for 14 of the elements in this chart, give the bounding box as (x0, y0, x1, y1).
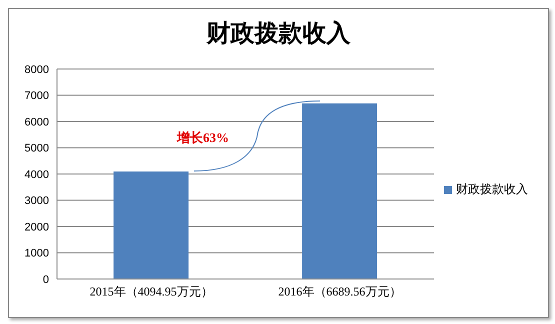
y-tick-label: 6000 (24, 116, 49, 128)
y-tick-label: 0 (42, 274, 49, 286)
y-tick-label: 2000 (24, 221, 49, 234)
y-tick-label: 1000 (24, 248, 49, 260)
y-tick-label: 8000 (24, 64, 49, 76)
legend-label: 财政拨款收入 (456, 182, 528, 196)
chart-title: 财政拨款收入 (205, 20, 352, 49)
annotation: 增长63% (177, 129, 229, 147)
x-tick-label: 2015年（4094.95万元） (90, 284, 213, 299)
y-tick-label: 7000 (24, 90, 49, 102)
y-tick-label: 5000 (24, 142, 49, 155)
y-tick-label: 3000 (24, 195, 49, 208)
y-tick-label: 4000 (24, 168, 49, 181)
x-tick-label: 2016年（6689.56万元） (278, 284, 402, 299)
